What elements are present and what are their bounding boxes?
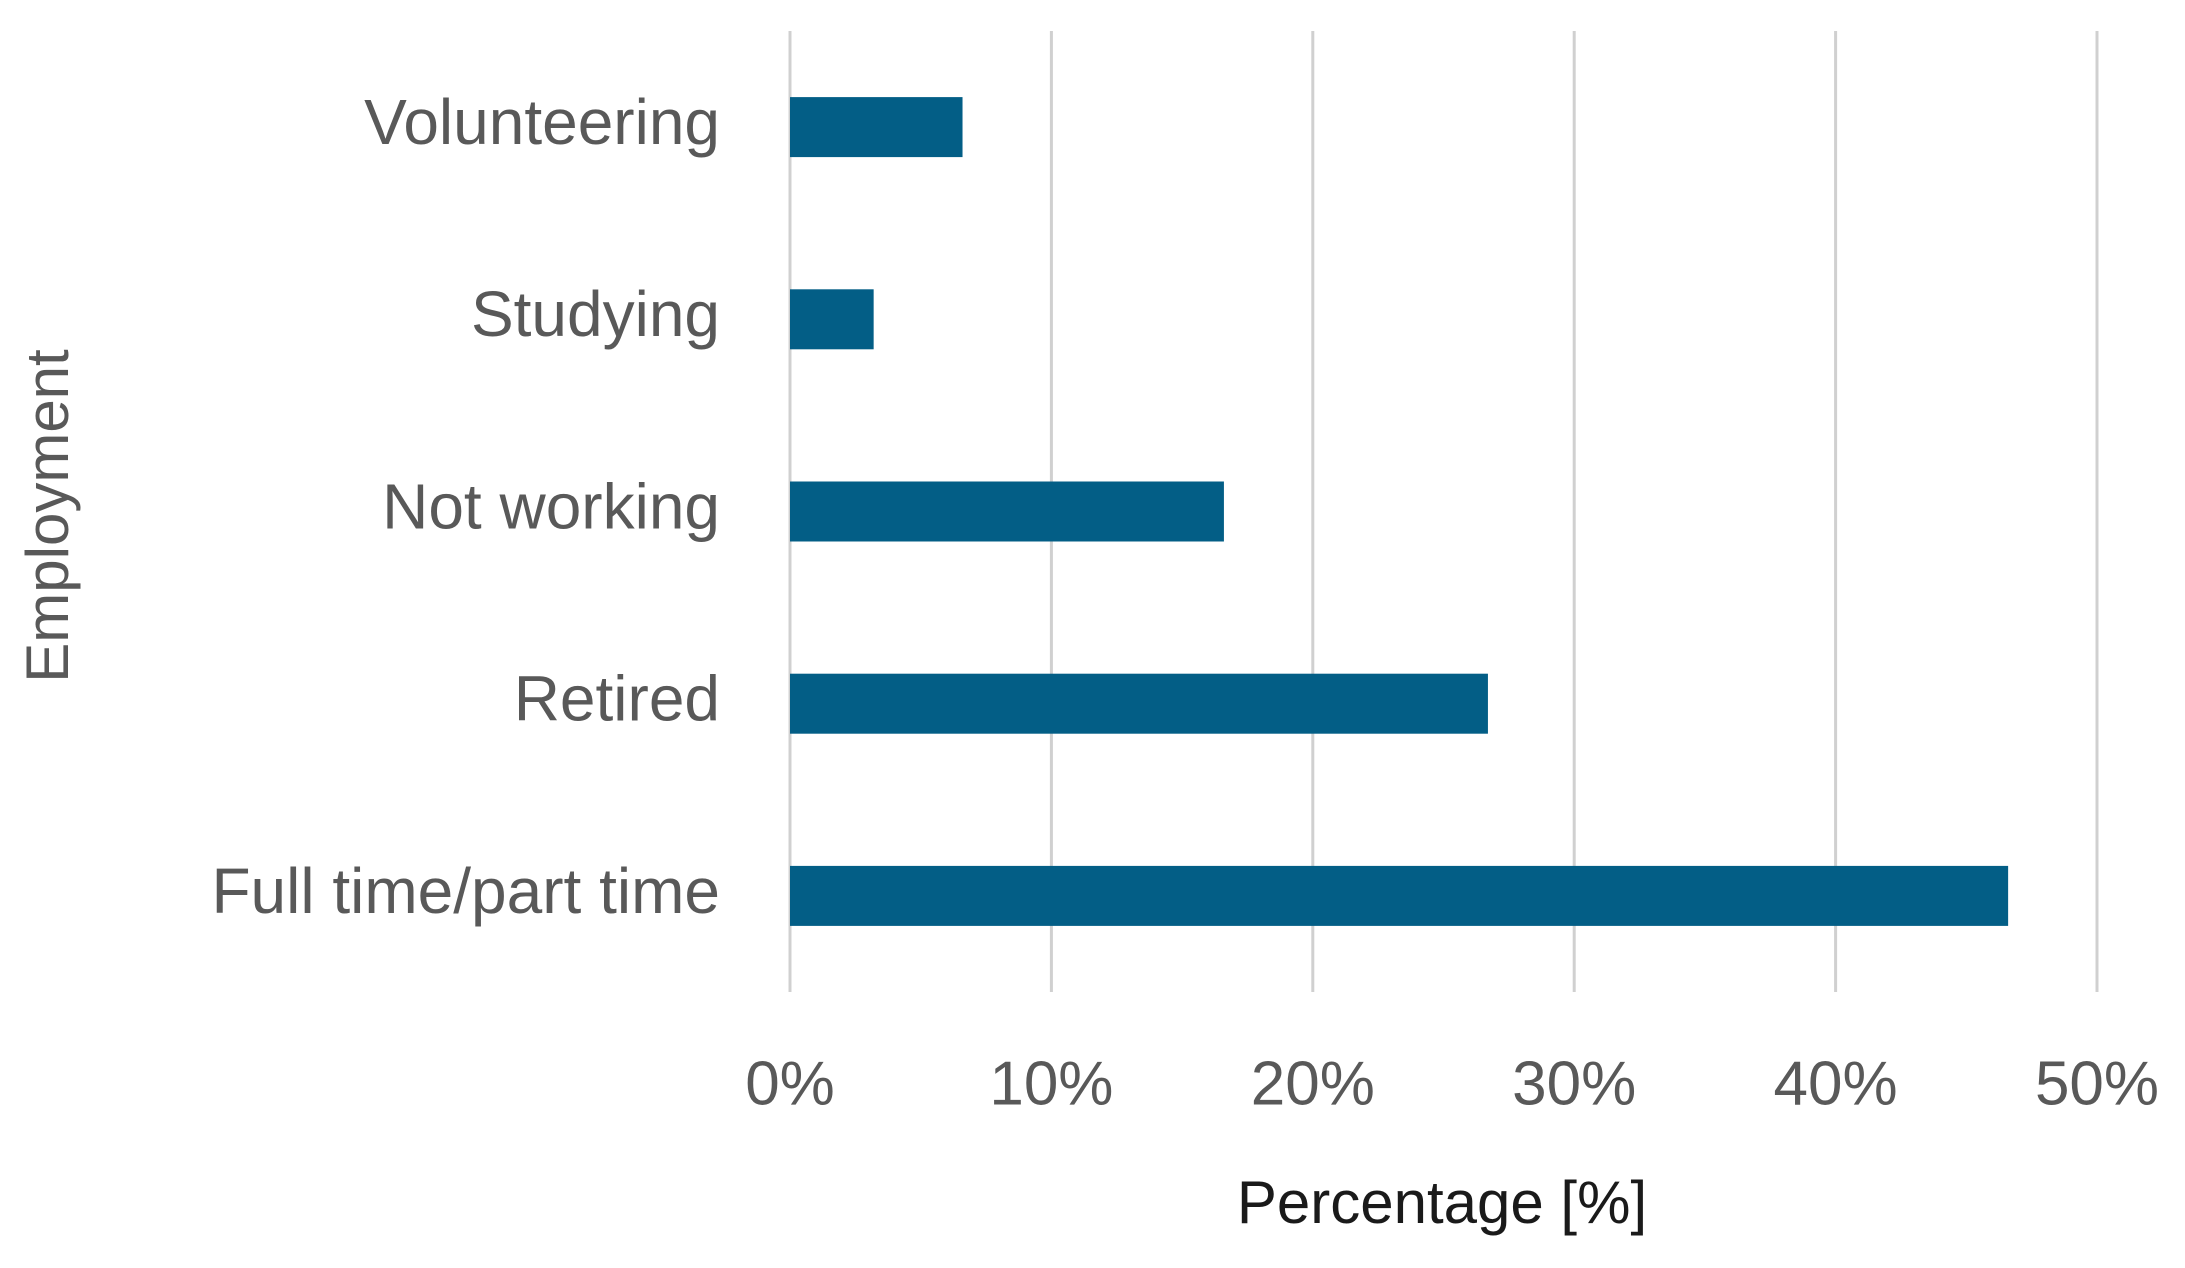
x-tick-label: 30% (1512, 1049, 1636, 1118)
y-axis-title: Employment (14, 349, 81, 683)
bar (790, 673, 1488, 734)
x-tick-label: 50% (2035, 1049, 2159, 1118)
x-axis-title: Percentage [%] (1237, 1169, 1647, 1236)
bar (790, 289, 874, 350)
x-tick-label: 0% (745, 1049, 835, 1118)
x-tick-label: 40% (1774, 1049, 1898, 1118)
bar (790, 481, 1224, 542)
x-tick-label: 20% (1251, 1049, 1375, 1118)
y-tick-label: Studying (471, 278, 720, 350)
bar (790, 97, 963, 158)
y-tick-label: Full time/part time (211, 855, 720, 927)
x-tick-label: 10% (989, 1049, 1113, 1118)
y-tick-label: Volunteering (364, 86, 720, 158)
y-tick-label: Retired (514, 663, 720, 735)
bar (790, 865, 2009, 926)
y-tick-label: Not working (382, 470, 720, 542)
